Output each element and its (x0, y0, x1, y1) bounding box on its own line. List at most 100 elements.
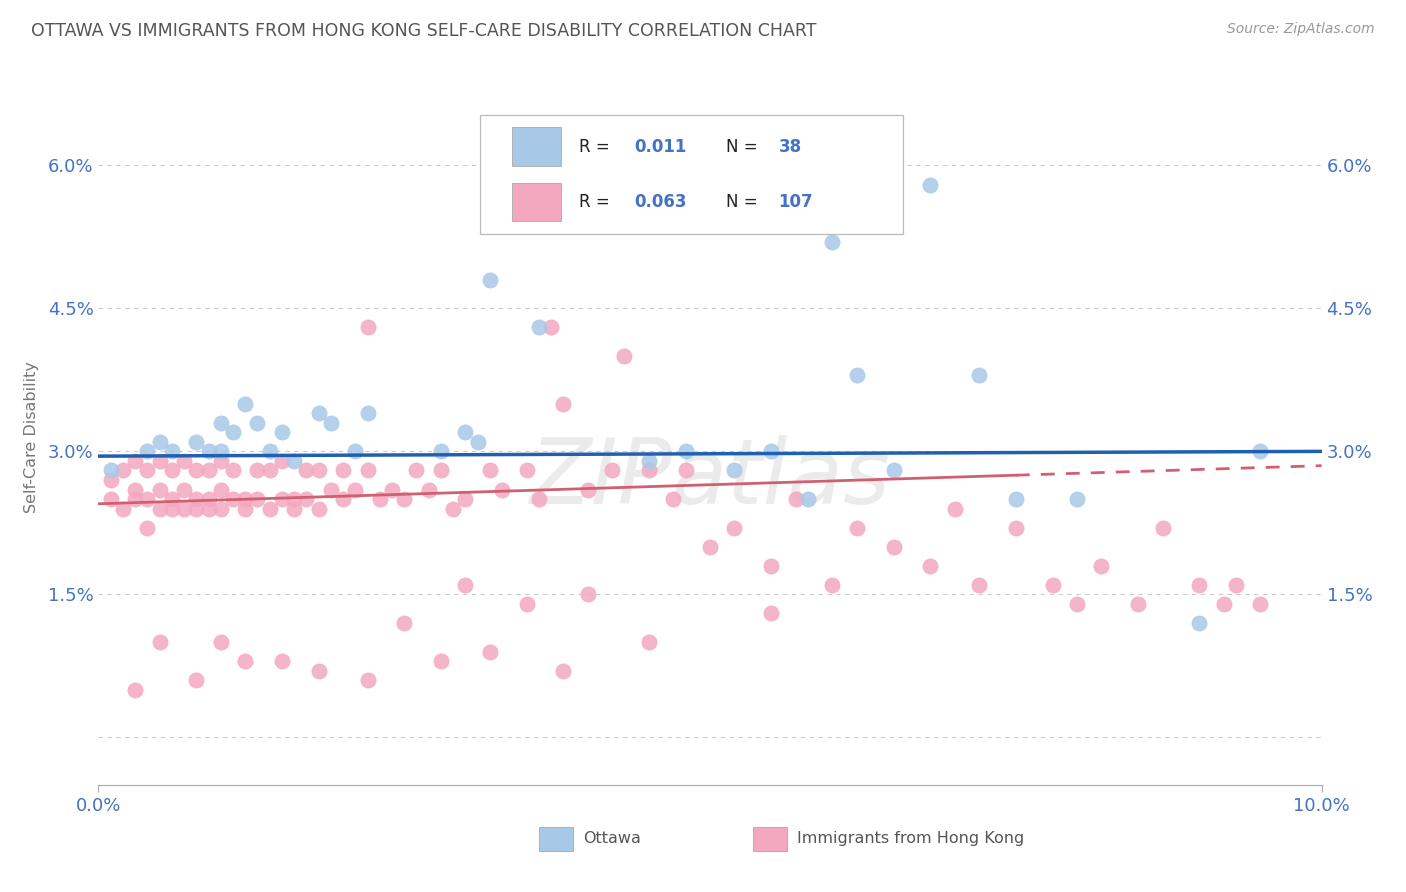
Point (173, 501, 195, 516)
Point (943, 501, 966, 516)
Point (516, 463, 538, 477)
Point (308, 406, 330, 420)
Point (295, 491, 318, 506)
Point (467, 434, 489, 449)
Text: Source: ZipAtlas.com: Source: ZipAtlas.com (1227, 22, 1375, 37)
Point (197, 463, 219, 477)
Point (295, 463, 318, 477)
Point (344, 444, 367, 458)
Point (246, 491, 269, 506)
Point (124, 483, 146, 497)
Point (454, 491, 477, 506)
Y-axis label: Self-Care Disability: Self-Care Disability (24, 361, 39, 513)
Point (553, 664, 575, 678)
Point (430, 444, 453, 458)
Point (883, 540, 905, 554)
Point (124, 454, 146, 468)
Point (1212, 597, 1234, 611)
Text: N =: N = (725, 137, 758, 155)
Point (209, 454, 232, 468)
Point (392, 615, 416, 630)
Point (920, 558, 942, 573)
Point (173, 454, 195, 468)
Point (100, 473, 122, 487)
Point (270, 454, 292, 468)
Text: ZIPatlas: ZIPatlas (530, 434, 890, 523)
Point (675, 444, 697, 458)
Point (319, 416, 342, 430)
Point (418, 483, 440, 497)
Point (785, 491, 807, 506)
Point (381, 483, 404, 497)
Point (356, 320, 378, 334)
Point (319, 483, 342, 497)
Point (149, 483, 172, 497)
Bar (538, 827, 574, 851)
Point (613, 349, 636, 363)
Point (478, 644, 501, 658)
Point (368, 491, 391, 506)
Point (527, 491, 550, 506)
Point (136, 491, 159, 506)
Point (405, 463, 427, 477)
Point (222, 491, 245, 506)
Point (259, 501, 281, 516)
Bar (512, 183, 561, 221)
Point (1128, 597, 1150, 611)
Point (197, 501, 219, 516)
Point (209, 444, 232, 458)
Point (967, 578, 990, 592)
Point (1188, 578, 1211, 592)
Point (662, 491, 685, 506)
Point (332, 491, 354, 506)
Point (430, 463, 453, 477)
Text: 0.063: 0.063 (634, 194, 686, 211)
Point (259, 444, 281, 458)
Point (392, 491, 416, 506)
Point (967, 368, 990, 383)
Point (124, 491, 146, 506)
Text: 107: 107 (779, 194, 813, 211)
Point (186, 434, 208, 449)
Text: Immigrants from Hong Kong: Immigrants from Hong Kong (797, 831, 1024, 847)
Point (821, 235, 844, 249)
Point (1004, 521, 1026, 535)
Point (124, 682, 146, 697)
Point (222, 463, 245, 477)
Point (637, 454, 661, 468)
Bar (512, 128, 561, 166)
Point (1225, 578, 1247, 592)
Point (186, 673, 208, 687)
Text: N =: N = (725, 194, 758, 211)
Point (233, 491, 256, 506)
Point (283, 501, 305, 516)
Point (233, 501, 256, 516)
Point (576, 483, 599, 497)
Point (332, 463, 354, 477)
Point (699, 540, 721, 554)
Point (344, 483, 367, 497)
Point (173, 483, 195, 497)
Point (845, 521, 868, 535)
Point (600, 463, 623, 477)
Point (675, 463, 697, 477)
Point (759, 607, 782, 621)
Bar (752, 827, 787, 851)
Point (186, 463, 208, 477)
Point (356, 406, 378, 420)
Point (920, 178, 942, 192)
Point (637, 463, 661, 477)
Point (553, 397, 575, 411)
Point (259, 463, 281, 477)
Point (576, 587, 599, 601)
Point (308, 501, 330, 516)
Point (883, 463, 905, 477)
Point (136, 521, 159, 535)
Point (209, 501, 232, 516)
Point (308, 463, 330, 477)
Point (160, 501, 183, 516)
Point (1090, 558, 1112, 573)
Point (233, 654, 256, 668)
Point (197, 491, 219, 506)
Point (1188, 615, 1211, 630)
